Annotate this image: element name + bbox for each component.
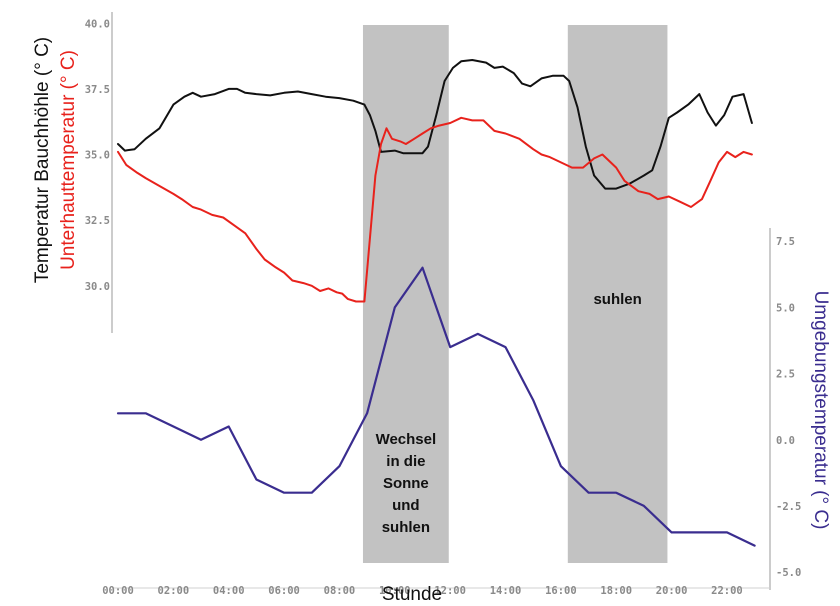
x-tick-label: 04:00 (213, 585, 245, 597)
x-axis-title: Stunde (382, 584, 442, 605)
annotation-line: in die (386, 453, 425, 470)
x-tick-label: 00:00 (102, 585, 134, 597)
shaded-region-1 (362, 25, 449, 563)
x-tick-label: 22:00 (711, 585, 743, 597)
right-y-tick-label: 0.0 (776, 435, 795, 447)
right-y-axis-title: Umgebungstemperatur (° C) (810, 291, 831, 530)
shaded-region-2 (567, 25, 668, 563)
annotation-line: und (392, 497, 420, 514)
left-y-tick-label: 35.0 (85, 150, 110, 162)
right-y-tick-label: -2.5 (776, 501, 801, 513)
x-tick-label: 02:00 (158, 585, 190, 597)
tick-labels: 00:00 02:00 04:00 06:00 08:00 10:00 12:00 14:00… (85, 18, 802, 597)
x-tick-label: 14:00 (490, 585, 522, 597)
left-y-tick-label: 37.5 (85, 84, 110, 96)
left-y-tick-label: 32.5 (85, 215, 110, 227)
x-tick-label: 06:00 (268, 585, 300, 597)
annotations: Wechsel in die Sonne und suhlen suhlen (376, 291, 642, 536)
series-line-1 (117, 59, 753, 190)
x-tick-label: 20:00 (656, 585, 688, 597)
shaded-regions (362, 25, 668, 563)
left-y-tick-label: 30.0 (85, 281, 110, 293)
right-y-tick-label: 5.0 (776, 302, 795, 314)
x-tick-label: 08:00 (324, 585, 356, 597)
annotation-line: suhlen (382, 519, 430, 536)
annotation-line: Wechsel (376, 431, 437, 448)
annotation-line: suhlen (593, 291, 641, 308)
series-line-3 (116, 266, 756, 547)
right-y-tick-label: 2.5 (776, 369, 795, 381)
axes (111, 12, 771, 590)
axis-titles: Stunde Temperatur Bauchhöhle (° C) Unterha… (32, 37, 831, 605)
series-line-2 (117, 116, 753, 303)
x-tick-label: 18:00 (600, 585, 632, 597)
right-y-tick-label: -5.0 (776, 567, 801, 579)
left-y-axis-title-1: Temperatur Bauchhöhle (° C) (32, 37, 53, 283)
x-tick-label: 16:00 (545, 585, 577, 597)
series-lines (116, 59, 756, 547)
right-y-tick-label: 7.5 (776, 236, 795, 248)
left-y-tick-label: 40.0 (85, 18, 110, 30)
x-tick-label: 12:00 (434, 585, 466, 597)
annotation-line: Sonne (383, 475, 429, 492)
x-tick-label: 10:00 (379, 585, 411, 597)
left-y-axis-title-2: Unterhauttemperatur (° C) (58, 50, 79, 270)
